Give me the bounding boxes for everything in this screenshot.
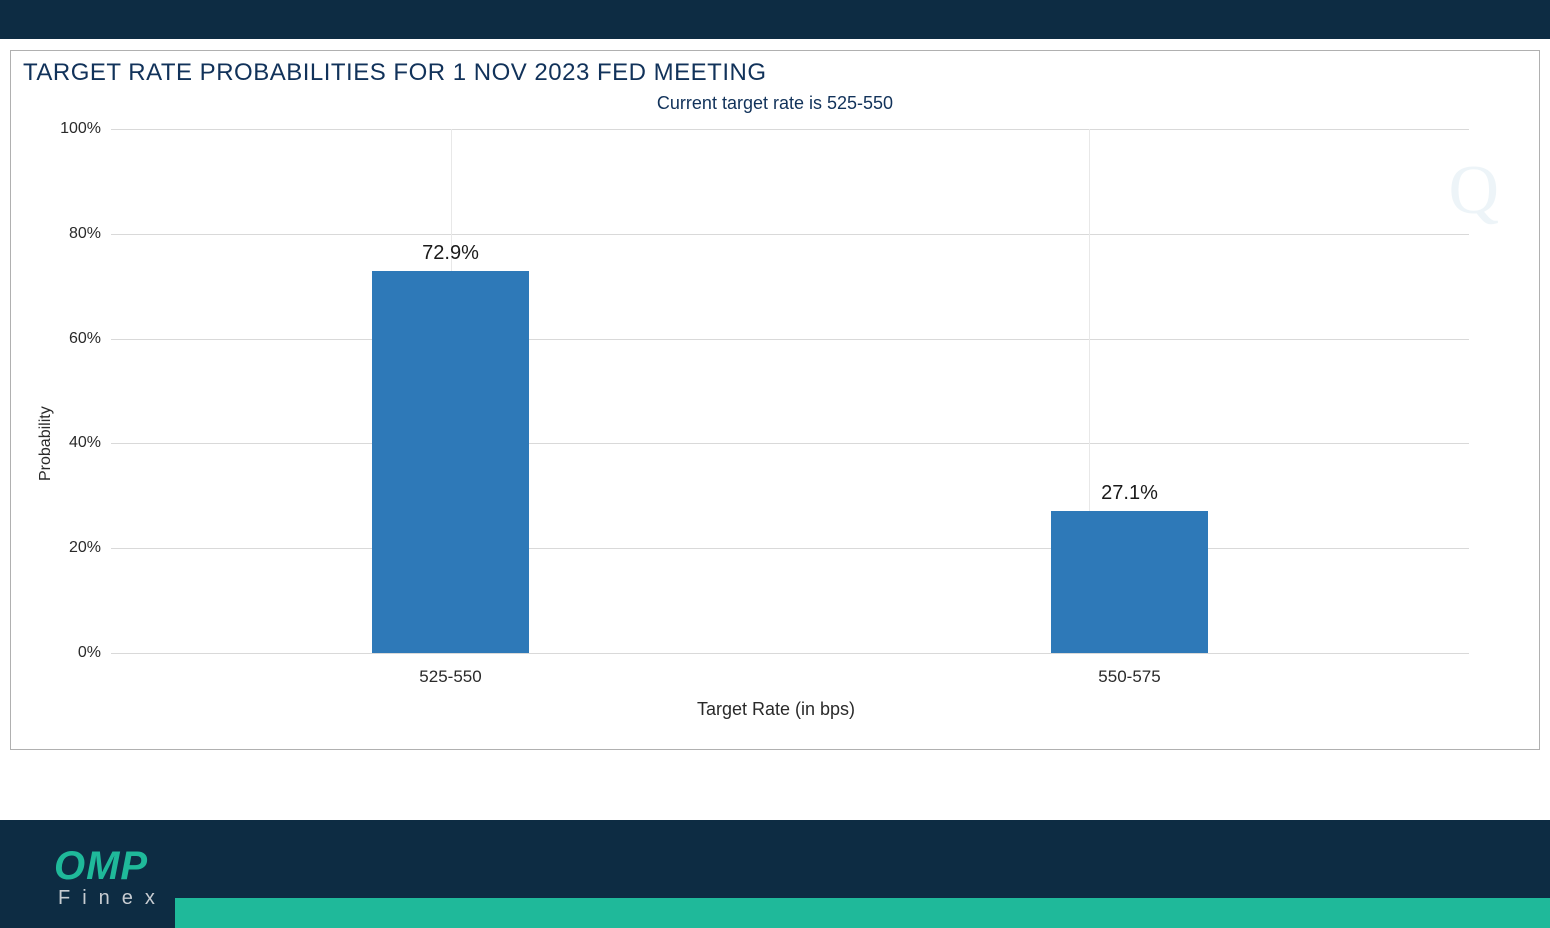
teal-strip bbox=[175, 898, 1550, 928]
x-axis-title: Target Rate (in bps) bbox=[697, 699, 855, 720]
y-tick-label: 100% bbox=[11, 120, 101, 138]
bar-value-label: 72.9% bbox=[422, 242, 479, 271]
gridline-h bbox=[111, 443, 1469, 444]
bar-value-label: 27.1% bbox=[1101, 482, 1158, 511]
bar bbox=[372, 271, 528, 653]
gridline-h bbox=[111, 234, 1469, 235]
top-bar bbox=[0, 0, 1550, 39]
gridline-h bbox=[111, 129, 1469, 130]
brand-logo-top: OMP bbox=[54, 846, 167, 886]
brand-logo-sub: Finex bbox=[54, 888, 167, 908]
x-tick-label: 525-550 bbox=[419, 667, 481, 687]
y-tick-label: 80% bbox=[11, 225, 101, 243]
y-tick-label: 0% bbox=[11, 644, 101, 662]
gridline-h bbox=[111, 653, 1469, 654]
gridline-h bbox=[111, 548, 1469, 549]
chart-title: TARGET RATE PROBABILITIES FOR 1 NOV 2023… bbox=[23, 59, 767, 87]
y-tick-label: 60% bbox=[11, 330, 101, 348]
chart-subtitle: Current target rate is 525-550 bbox=[11, 93, 1539, 114]
y-tick-label: 40% bbox=[11, 434, 101, 452]
plot-area: 72.9% 27.1% bbox=[111, 129, 1469, 653]
bar bbox=[1051, 511, 1207, 653]
gridline-h bbox=[111, 339, 1469, 340]
chart-container: TARGET RATE PROBABILITIES FOR 1 NOV 2023… bbox=[10, 50, 1540, 750]
x-tick-label: 550-575 bbox=[1098, 667, 1160, 687]
bottom-band: OMP Finex bbox=[0, 820, 1550, 928]
brand-logo: OMP Finex bbox=[54, 846, 167, 908]
y-tick-label: 20% bbox=[11, 539, 101, 557]
